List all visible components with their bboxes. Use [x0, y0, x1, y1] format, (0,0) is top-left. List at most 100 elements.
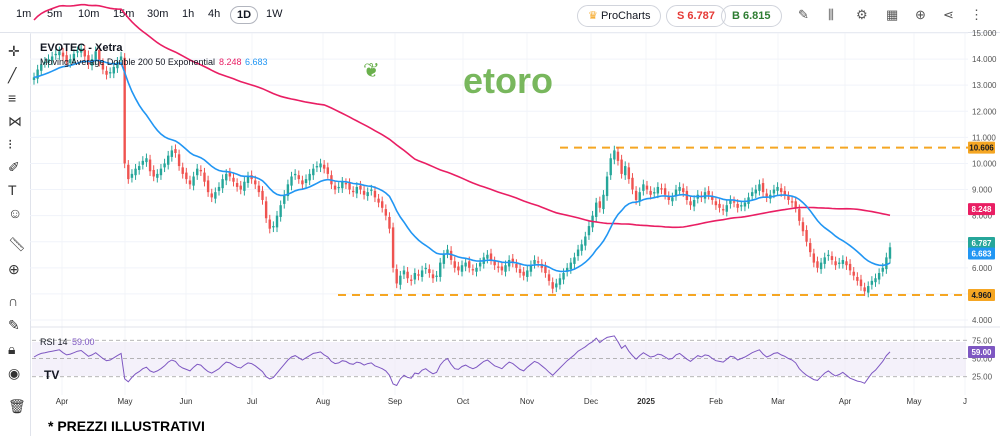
candle-body	[457, 266, 460, 271]
timeframe-4h[interactable]: 4h	[208, 8, 221, 20]
candle-body	[823, 257, 826, 264]
candle-body	[177, 154, 181, 167]
sell-button[interactable]: S 6.787	[666, 5, 726, 27]
brush-icon[interactable]: ✐	[8, 159, 20, 175]
candle-body	[816, 261, 819, 268]
candle-body	[275, 215, 279, 228]
timeframe-30m[interactable]: 30m	[147, 8, 169, 20]
timeframe-1h[interactable]: 1h	[182, 8, 195, 20]
magnet-icon[interactable]: ∩	[8, 293, 19, 309]
emoji-icon[interactable]: ☺	[8, 205, 23, 221]
timeframe-10m[interactable]: 10m	[78, 8, 100, 20]
candle-body	[489, 253, 493, 260]
pattern-icon[interactable]: ⋈	[8, 113, 22, 129]
candle-body	[286, 184, 290, 197]
candle-body	[663, 188, 667, 195]
fib-icon[interactable]: ⁝	[8, 136, 13, 152]
text-icon[interactable]: T	[8, 182, 17, 198]
candle-body	[732, 201, 736, 203]
footnote: * PREZZI ILLUSTRATIVI	[48, 418, 205, 434]
candle-body	[678, 186, 681, 191]
candle-body	[377, 198, 380, 203]
price-chart[interactable]: etoro ❦ 4.0005.0006.0007.0008.0009.00010…	[0, 0, 1000, 410]
indicators-icon[interactable]: ⫼	[828, 7, 834, 22]
candle-body	[609, 158, 612, 176]
timeframe-1m[interactable]: 1m	[16, 8, 32, 20]
timeframe-5m[interactable]: 5m	[47, 8, 63, 20]
procharts-label: ProCharts	[600, 10, 651, 22]
compare-icon[interactable]: ▦	[886, 7, 899, 22]
candle-body	[58, 51, 61, 56]
pencil-icon[interactable]: ✎	[798, 7, 809, 22]
candle-body	[888, 247, 892, 259]
trash-icon[interactable]: 🗑︎	[8, 398, 26, 414]
candle-body	[322, 164, 326, 169]
buy-button[interactable]: B 6.815	[721, 5, 782, 27]
candle-body	[351, 190, 355, 193]
candle-body	[544, 266, 547, 274]
x-tick-label: 2025	[637, 397, 655, 406]
candle-body	[881, 267, 884, 272]
candle-body	[812, 253, 816, 263]
x-tick-label: Jun	[180, 397, 193, 406]
candle-body	[627, 167, 631, 180]
candle-body	[536, 261, 540, 263]
candle-body	[486, 254, 489, 259]
price-tag	[968, 288, 995, 301]
candle-body	[119, 56, 123, 61]
candle-body	[431, 274, 435, 279]
candle-body	[729, 199, 732, 204]
candle-body	[682, 188, 685, 193]
y-tick-label: 8.000	[972, 212, 993, 221]
candle-body	[689, 201, 692, 206]
lock-icon[interactable]: 🔒︎	[8, 341, 16, 357]
candle-body	[36, 69, 39, 79]
timeframe-15m[interactable]: 15m	[113, 8, 135, 20]
candle-body	[841, 259, 845, 264]
candle-body	[373, 190, 377, 198]
candle-body	[620, 159, 623, 174]
timeframe-1d[interactable]: 1D	[230, 6, 259, 24]
y-tick-label: 9.000	[972, 186, 993, 195]
candle-body	[511, 258, 514, 263]
candle-body	[468, 261, 471, 268]
x-tick-label: Sep	[388, 397, 403, 406]
chart-title: EVOTEC - Xetra	[40, 42, 123, 54]
candle-body	[475, 267, 478, 272]
candle-body	[326, 167, 329, 174]
x-tick-label: Mar	[771, 397, 785, 406]
gear-icon[interactable]: ⚙	[856, 7, 868, 22]
candle-body	[435, 275, 438, 277]
add-icon[interactable]: ⊕	[915, 7, 926, 22]
candle-body	[848, 263, 852, 271]
share-icon[interactable]: ⋖	[943, 7, 954, 22]
zoom-icon[interactable]: ⊕	[8, 261, 20, 277]
procharts-button[interactable]: ♛ ProCharts	[577, 5, 662, 27]
more-icon[interactable]: ⋮	[970, 7, 983, 22]
candle-body	[196, 168, 199, 176]
candle-body	[830, 256, 834, 260]
candle-body	[725, 205, 728, 212]
candle-body	[711, 196, 714, 200]
candle-body	[493, 261, 496, 266]
candle-body	[232, 177, 235, 182]
candle-body	[203, 172, 206, 182]
candle-body	[834, 261, 837, 266]
indicator-label: Moving Average Double 200 50 Exponential	[40, 57, 215, 67]
candle-body	[765, 193, 768, 198]
crosshair-icon[interactable]: ✛	[8, 43, 20, 59]
ruler-icon[interactable]: 📏︎	[8, 236, 26, 252]
ma200-value: 8.248	[219, 57, 242, 67]
candle-body	[859, 279, 863, 287]
candle-body	[624, 166, 627, 176]
horizontal-lines-icon[interactable]: ≡	[8, 90, 17, 106]
timeframe-1w[interactable]: 1W	[266, 8, 283, 20]
y-tick-label: 14.000	[972, 55, 997, 64]
candle-body	[98, 49, 101, 62]
candle-body	[631, 177, 634, 190]
lock-drawings-icon[interactable]: ✎	[8, 317, 20, 333]
x-tick-label: Apr	[56, 397, 69, 406]
eye-icon[interactable]: ◉	[8, 365, 21, 381]
candle-body	[279, 205, 282, 217]
trendline-icon[interactable]: ╱	[8, 67, 17, 83]
